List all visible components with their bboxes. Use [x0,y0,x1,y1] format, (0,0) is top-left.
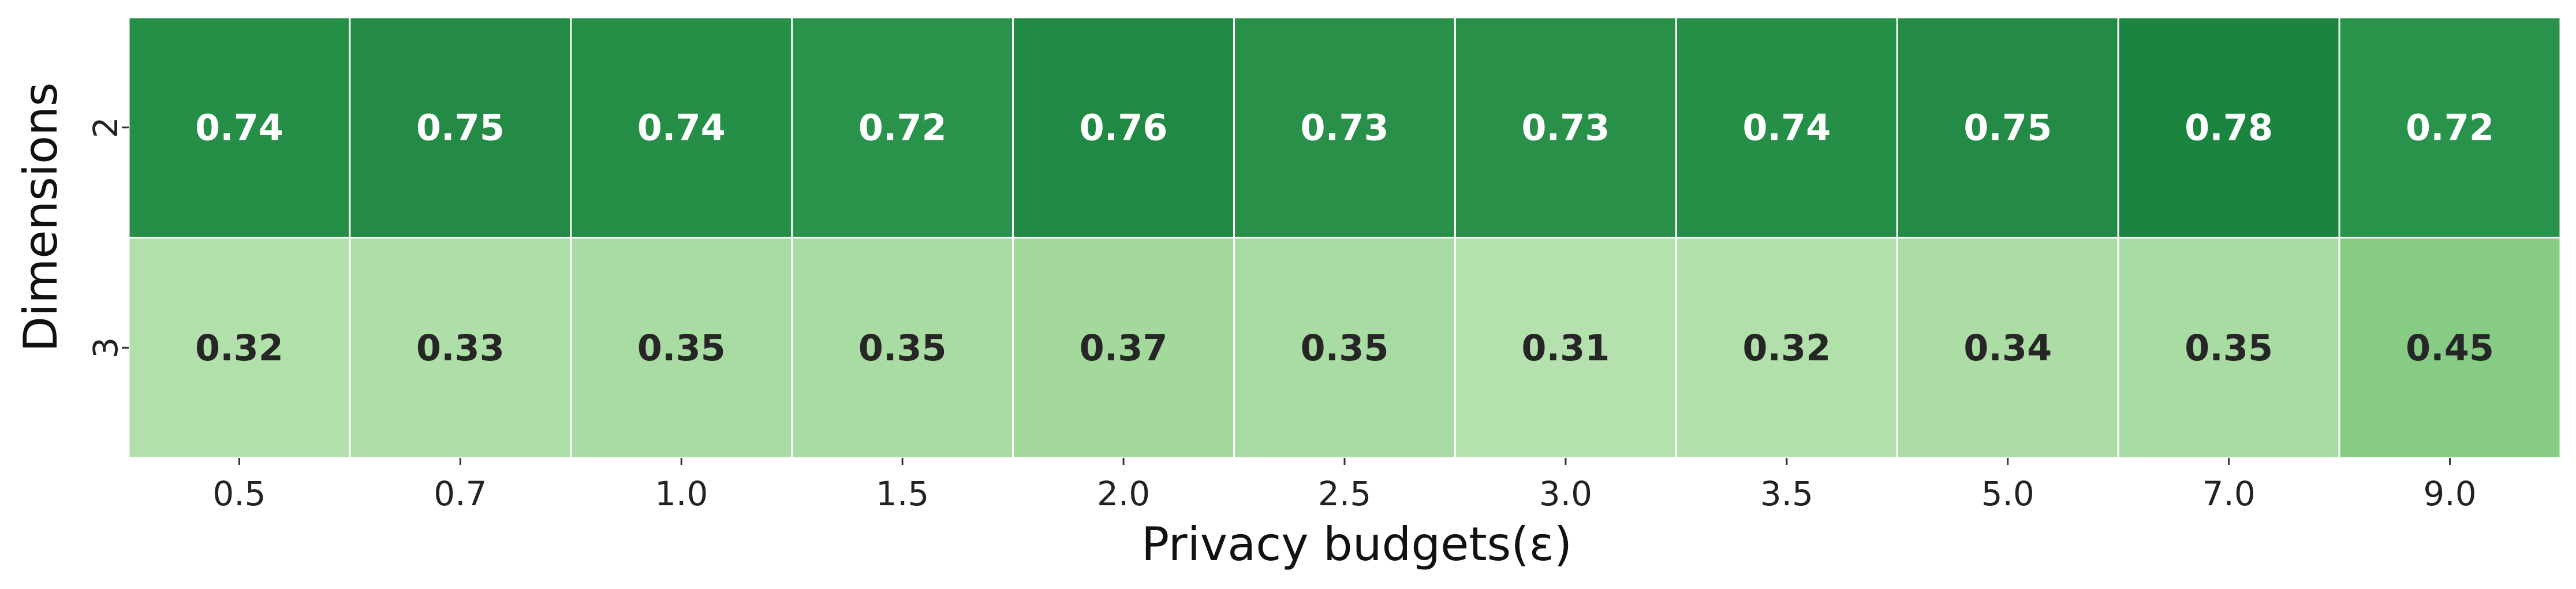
cell-value-label-r1-c0: 0.32 [195,327,283,369]
heatmap-cell-r1-c9 [2117,237,2340,459]
heatmap-cell-r1-c0 [128,237,351,459]
heatmap-cell-r0-c1 [349,16,572,238]
y-axis-title: Dimensions [14,83,68,352]
heatmap-cell-r1-c4 [1012,237,1235,459]
x-tick-label: 7.0 [2202,474,2256,513]
x-tick-label: 5.0 [1981,474,2034,513]
cell-value-label-r1-c3: 0.35 [858,327,947,369]
cell-value-label-r1-c6: 0.31 [1521,327,1610,369]
cell-value-label-r0-c3: 0.72 [858,106,947,148]
cell-value-label-r0-c8: 0.75 [1963,106,2052,148]
heatmap-cell-r1-c6 [1454,237,1677,459]
cell-value-label-r0-c10: 0.72 [2406,106,2494,148]
heatmap-cell-r0-c10 [2338,16,2562,238]
heatmap-cell-r1-c8 [1896,237,2119,459]
cell-value-label-r0-c5: 0.73 [1301,106,1389,148]
cell-value-label-r0-c6: 0.73 [1521,106,1610,148]
heatmap-cells [128,16,2562,459]
heatmap-cell-r1-c1 [349,237,572,459]
cell-value-label-r1-c1: 0.33 [416,327,505,369]
x-tick-label: 3.5 [1760,474,1813,513]
cell-value-label-r1-c2: 0.35 [637,327,726,369]
heatmap-cell-r1-c7 [1675,237,1898,459]
cell-value-label-r1-c7: 0.32 [1742,327,1831,369]
cell-value-label-r1-c4: 0.37 [1080,327,1168,369]
cell-value-label-r1-c8: 0.34 [1963,327,2052,369]
cell-value-label-r0-c0: 0.74 [195,106,283,148]
cell-value-label-r1-c9: 0.35 [2185,327,2273,369]
heatmap-cell-r0-c0 [128,16,351,238]
x-tick-label: 0.7 [434,474,487,513]
y-tick-label: 2 [86,117,125,138]
cell-value-label-r1-c5: 0.35 [1301,327,1389,369]
cell-value-label-r0-c1: 0.75 [416,106,505,148]
x-tick-label: 3.0 [1539,474,1592,513]
heatmap-cell-r1-c5 [1233,237,1456,459]
y-tick-label: 3 [86,337,125,359]
cell-value-label-r0-c7: 0.74 [1742,106,1831,148]
y-axis-ticks: 23 [86,117,129,359]
heatmap-cell-labels: 0.74 0.75 0.74 0.72 0.76 0.73 0.73 0.74 0.75 0.78… [195,106,2494,369]
cell-value-label-r1-c10: 0.45 [2406,327,2494,369]
heatmap-cell-r1-c2 [570,237,793,459]
heatmap-cell-r0-c2 [570,16,793,238]
x-tick-label: 1.0 [655,474,708,513]
cell-value-label-r0-c4: 0.76 [1080,106,1168,148]
heatmap-cell-r0-c9 [2117,16,2340,238]
heatmap-cell-r1-c3 [791,237,1014,459]
cell-value-label-r0-c2: 0.74 [637,106,726,148]
x-tick-label: 2.5 [1318,474,1371,513]
x-tick-label: 1.5 [876,474,929,513]
x-axis-ticks: 0.5 0.7 1.0 1.5 2.0 2.5 3.0 3.5 5.0 7.0 9.0 [212,458,2477,513]
cell-value-label-r0-c9: 0.78 [2185,106,2273,148]
x-tick-label: 9.0 [2423,474,2476,513]
x-tick-label: 2.0 [1097,474,1150,513]
heatmap-cell-r0-c3 [791,16,1014,238]
x-tick-label: 0.5 [212,474,266,513]
x-axis-title: Privacy budgets(ε) [1141,517,1572,571]
heatmap-cell-r0-c7 [1675,16,1898,238]
heatmap-cell-r0-c4 [1012,16,1235,238]
heatmap-cell-r0-c5 [1233,16,1456,238]
heatmap-cell-r1-c10 [2338,237,2562,459]
